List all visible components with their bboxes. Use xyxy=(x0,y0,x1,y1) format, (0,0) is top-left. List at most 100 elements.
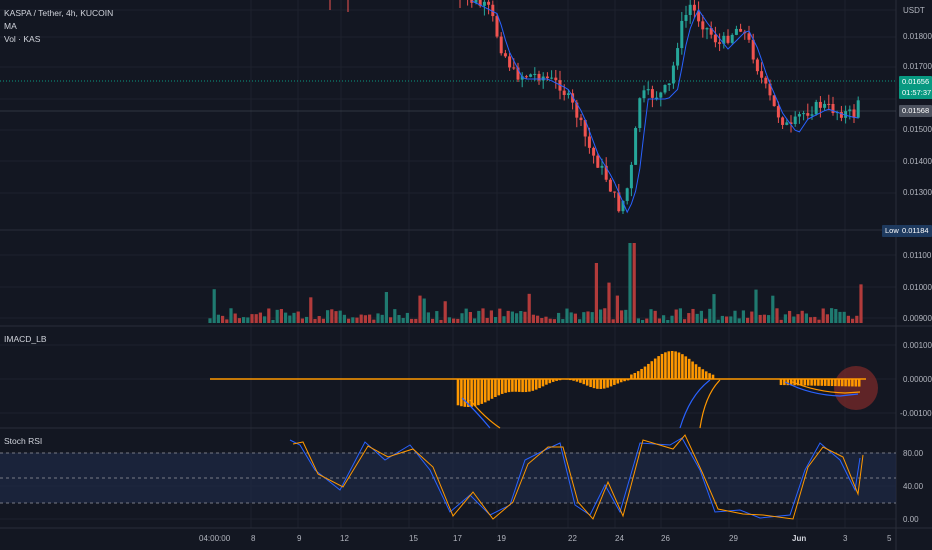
imacd-bar xyxy=(589,379,592,388)
volume-bar xyxy=(431,318,435,323)
volume-bar xyxy=(216,314,220,323)
volume-bar xyxy=(531,314,535,323)
imacd-bar xyxy=(497,379,501,396)
imacd-bar xyxy=(793,379,796,386)
candle-body xyxy=(650,89,654,98)
imacd-bar xyxy=(779,379,783,386)
candle-body xyxy=(491,4,495,17)
volume-bar xyxy=(746,317,750,323)
candlestick-series xyxy=(329,0,860,214)
volume-bar xyxy=(380,314,384,323)
candle-body xyxy=(524,76,528,78)
candle-body xyxy=(747,33,751,40)
candle-body xyxy=(503,53,507,57)
imacd-bar xyxy=(480,379,484,404)
imacd-bar xyxy=(616,379,620,384)
candle-body xyxy=(688,4,692,15)
volume-bar xyxy=(741,310,745,323)
imacd-bar xyxy=(548,379,552,384)
volume-bar xyxy=(523,311,527,323)
volume-legend[interactable]: Vol · KAS xyxy=(4,34,41,44)
volume-bar xyxy=(326,310,330,323)
volume-bar xyxy=(212,289,216,323)
volume-bar xyxy=(594,263,598,323)
imacd-bar xyxy=(609,379,613,387)
imacd-bar xyxy=(504,379,507,393)
volume-bar xyxy=(502,316,506,323)
candle-body xyxy=(713,34,717,43)
time-label: 5 xyxy=(887,534,892,543)
imacd-bar xyxy=(827,379,830,386)
imacd-bar xyxy=(837,379,841,387)
volume-bar xyxy=(292,312,296,323)
candle-body xyxy=(625,188,629,201)
volume-bar xyxy=(300,318,304,323)
candle-body xyxy=(676,48,680,66)
volume-bar xyxy=(368,314,372,323)
candle-body xyxy=(646,89,650,91)
imacd-bar xyxy=(660,353,664,379)
imacd-bar xyxy=(694,364,698,379)
imacd-bar xyxy=(528,379,531,392)
volume-bar xyxy=(792,316,796,323)
candle-body xyxy=(634,128,638,165)
stoch-tick: 80.00 xyxy=(903,449,924,458)
imacd-bar xyxy=(572,379,575,381)
imacd-bar xyxy=(599,379,603,389)
imacd-bar xyxy=(565,379,569,380)
volume-bar xyxy=(611,319,615,323)
volume-tick: 0.01000 xyxy=(903,283,932,292)
imacd-bar xyxy=(633,372,637,379)
volume-bar xyxy=(351,317,355,323)
imacd-legend[interactable]: IMACD_LB xyxy=(4,334,47,344)
imacd-bar xyxy=(677,352,681,379)
imacd-bar xyxy=(579,379,582,383)
volume-bar xyxy=(372,319,376,323)
candle-body xyxy=(814,101,818,115)
volume-bar xyxy=(389,317,393,323)
candle-body xyxy=(705,28,709,30)
imacd-bar xyxy=(545,379,548,385)
candle-body xyxy=(768,83,772,96)
volume-bar xyxy=(473,318,477,323)
low-label-tag: Low xyxy=(882,225,902,237)
time-label: 8 xyxy=(251,534,256,543)
volume-bar xyxy=(624,309,628,323)
candle-body xyxy=(621,200,625,212)
volume-bar xyxy=(855,315,859,323)
ma-legend[interactable]: MA xyxy=(4,21,17,31)
candle-body xyxy=(583,120,587,137)
volume-bar xyxy=(687,313,691,323)
candle-body xyxy=(655,97,659,99)
volume-bar xyxy=(305,316,309,323)
volume-bar xyxy=(729,316,733,323)
imacd-bar xyxy=(619,379,623,383)
volume-bar xyxy=(489,310,493,323)
volume-bar xyxy=(838,311,842,323)
candle-body xyxy=(697,10,701,22)
volume-bar xyxy=(347,318,351,323)
volume-bar xyxy=(699,310,703,323)
candle-body xyxy=(579,117,583,121)
imacd-bar xyxy=(800,379,803,386)
volume-bar xyxy=(851,318,855,323)
volume-bar xyxy=(599,309,603,323)
symbol-legend[interactable]: KASPA / Tether, 4h, KUCOIN xyxy=(4,8,114,18)
stoch-d-line xyxy=(292,434,864,520)
imacd-bar xyxy=(820,379,824,386)
candle-body xyxy=(537,73,541,81)
imacd-bar xyxy=(817,379,820,386)
time-label: 04:00:00 xyxy=(199,534,231,543)
low-value-tag: 0.01184 xyxy=(899,225,932,237)
imacd-line-1 xyxy=(461,397,491,429)
stoch-legend[interactable]: Stoch RSI xyxy=(4,436,43,446)
imacd-line-3 xyxy=(679,379,711,429)
imacd-bar xyxy=(667,351,671,379)
volume-bar xyxy=(468,312,472,323)
volume-bar xyxy=(506,310,510,323)
imacd-bar xyxy=(470,379,473,407)
volume-bar xyxy=(485,317,489,323)
volume-bar xyxy=(804,313,808,323)
imacd-bar xyxy=(840,379,844,387)
